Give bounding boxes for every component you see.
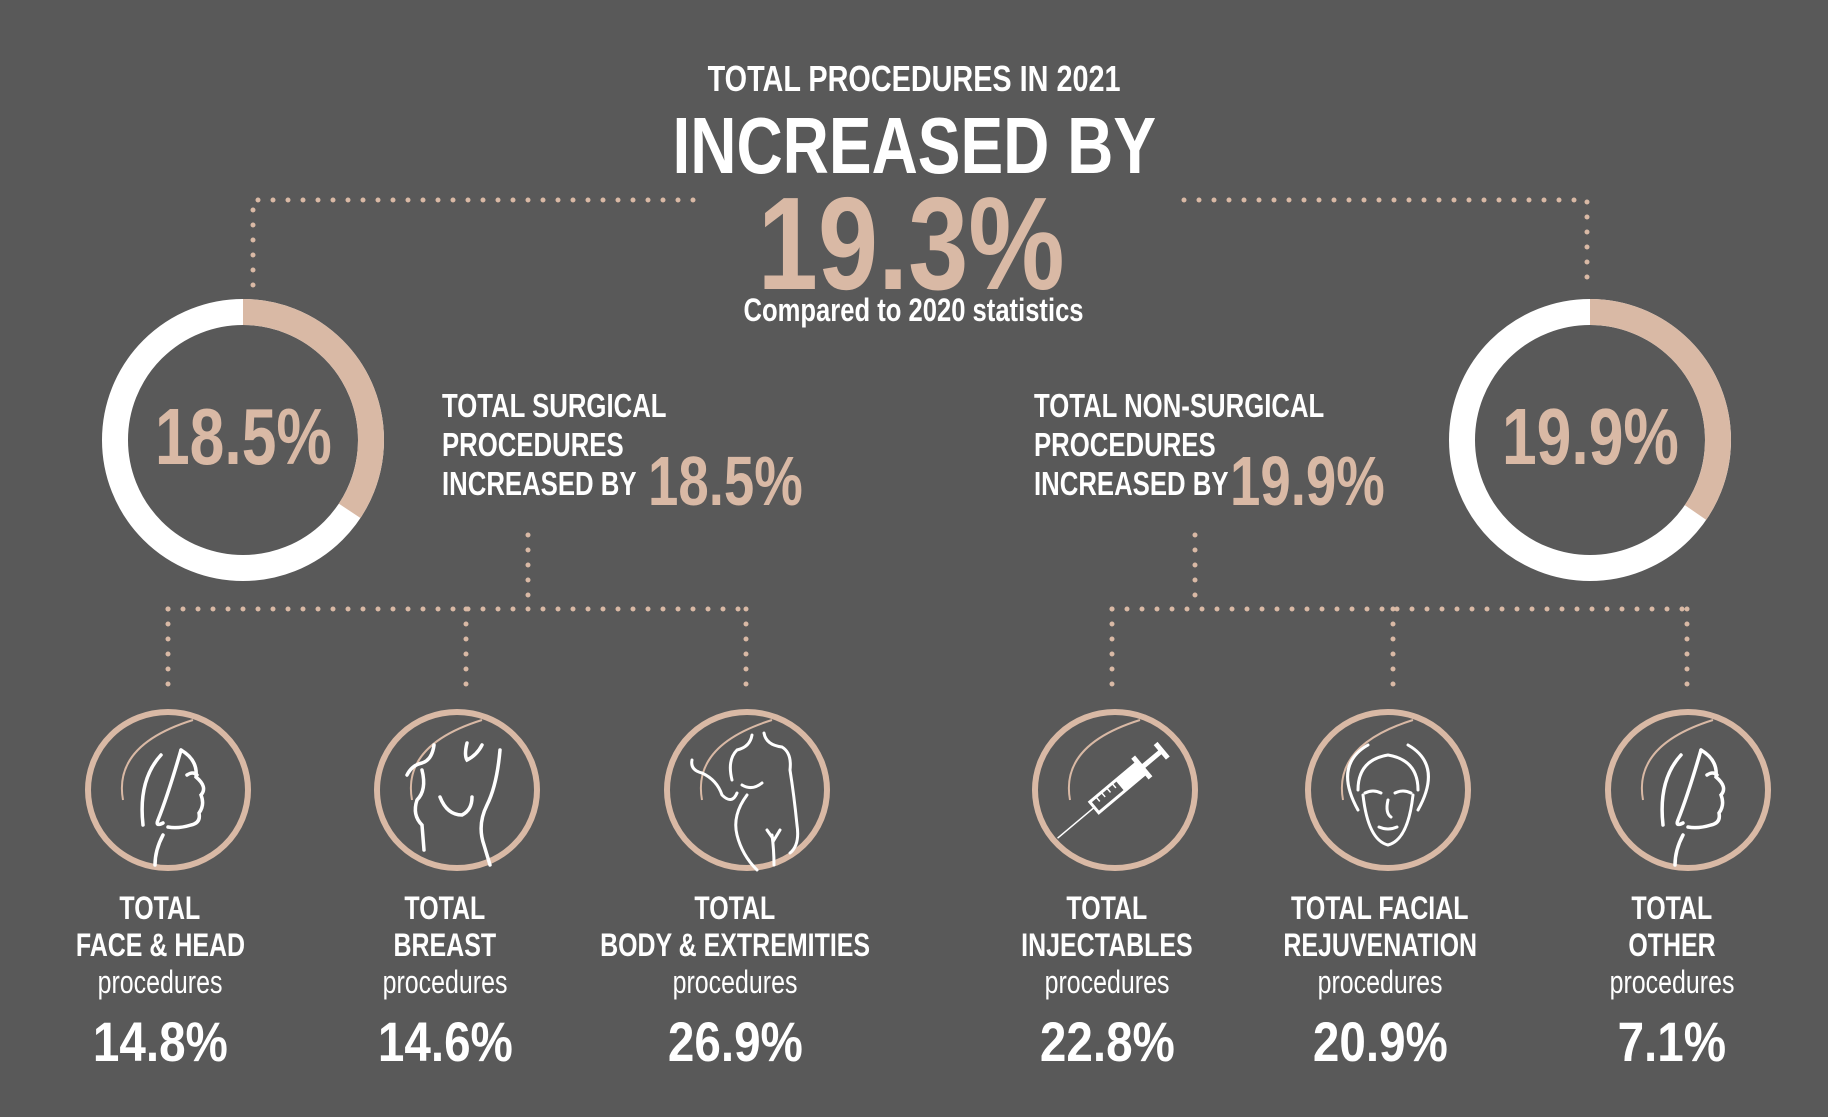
category-facial-rejuvenation: TOTAL FACIAL REJUVENATION procedures 20.… [1200,890,1560,1073]
surgical-increase-value: 18.5% [648,442,803,520]
category-line1: TOTAL FACIAL [1291,890,1469,926]
category-line3: procedures [672,964,798,1000]
category-line3: procedures [1317,964,1443,1000]
surgical-value-wrap: 18.5% [648,441,846,521]
category-line1: TOTAL [119,890,201,926]
category-value: 14.8% [92,1010,228,1073]
category-injectables: TOTAL INJECTABLES procedures 22.8% [927,890,1287,1073]
header-title: INCREASED BY [672,101,1156,190]
category-line2: REJUVENATION [1283,927,1477,963]
category-line2: OTHER [1628,927,1716,963]
surgical-donut-label: 18.5% [154,392,332,481]
category-value: 14.6% [377,1010,513,1073]
header-subtitle-row: TOTAL PROCEDURES IN 2021 [0,58,1828,100]
total-increase-value: 19.3% [757,170,1065,317]
category-face-head: TOTAL FACE & HEAD procedures 14.8% [0,890,340,1073]
breast-icon [372,705,542,875]
non-surgical-line3: INCREASED BY [1034,465,1229,502]
header-title-row: INCREASED BY [0,100,1828,192]
non-surgical-donut: 19.9% [1449,299,1731,581]
syringe-icon [1030,705,1200,875]
non-surgical-line1: TOTAL NON-SURGICAL [1034,387,1325,424]
category-line2: INJECTABLES [1021,927,1193,963]
category-value: 26.9% [667,1010,803,1073]
category-value: 7.1% [1617,1010,1727,1073]
face-profile-icon [1603,705,1773,875]
category-body-extremities: TOTAL BODY & EXTREMITIES procedures 26.9… [555,890,915,1073]
category-breast: TOTAL BREAST procedures 14.6% [265,890,625,1073]
category-line3: procedures [1609,964,1735,1000]
body-figure-icon [662,705,832,875]
surgical-donut: 18.5% [102,299,384,581]
non-surgical-increase-value: 19.9% [1230,442,1385,520]
category-line3: procedures [382,964,508,1000]
category-line1: TOTAL [1066,890,1148,926]
non-surgical-summary: TOTAL NON-SURGICAL PROCEDURES INCREASED … [1034,386,1406,503]
non-surgical-value-wrap: 19.9% [1230,441,1428,521]
category-line1: TOTAL [694,890,776,926]
category-line2: BODY & EXTREMITIES [600,927,870,963]
category-line3: procedures [1044,964,1170,1000]
non-surgical-line2: PROCEDURES [1034,426,1216,463]
non-surgical-donut-label: 19.9% [1501,392,1679,481]
category-other: TOTAL OTHER procedures 7.1% [1492,890,1828,1073]
category-line2: FACE & HEAD [75,927,245,963]
category-value: 20.9% [1312,1010,1448,1073]
header-note: Compared to 2020 statistics [743,292,1085,328]
surgical-summary: TOTAL SURGICAL PROCEDURES INCREASED BY [442,386,730,503]
surgical-line2: PROCEDURES [442,426,624,463]
surgical-line1: TOTAL SURGICAL [442,387,667,424]
category-line1: TOTAL [1631,890,1713,926]
facial-rejuvenation-icon [1303,705,1473,875]
face-profile-icon [83,705,253,875]
surgical-line3: INCREASED BY [442,465,637,502]
category-line1: TOTAL [404,890,486,926]
category-line2: BREAST [393,927,497,963]
category-value: 22.8% [1039,1010,1175,1073]
header-value-row: 19.3% [0,168,1828,319]
category-line3: procedures [97,964,223,1000]
header-subtitle: TOTAL PROCEDURES IN 2021 [707,58,1121,99]
header-note-row: Compared to 2020 statistics [0,292,1828,329]
